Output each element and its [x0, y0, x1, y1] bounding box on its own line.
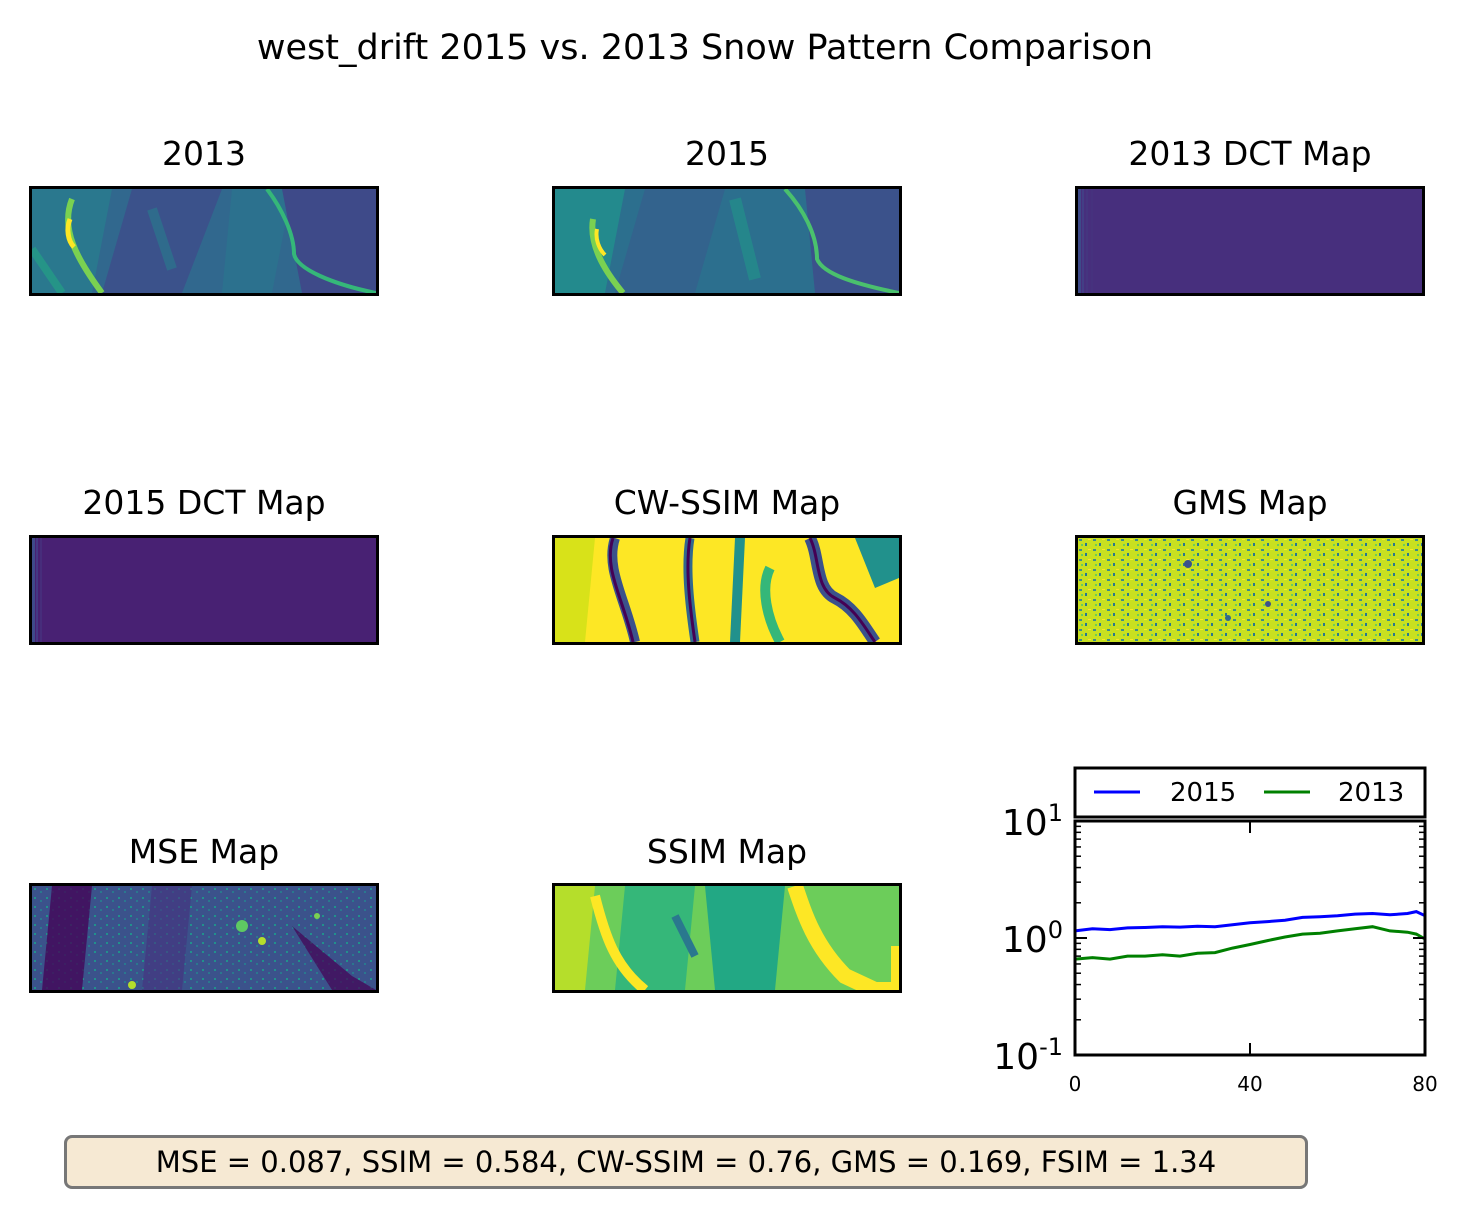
- image-dct-2015: [29, 535, 379, 645]
- y-tick-label: 101: [1002, 799, 1063, 844]
- image-ssim-map: [552, 883, 902, 993]
- panel-title-mse: MSE Map: [128, 832, 280, 871]
- image-mse-map: [29, 883, 379, 993]
- figure-title: west_drift 2015 vs. 2013 Snow Pattern Co…: [256, 28, 1154, 68]
- x-tick-label: 40: [1237, 1072, 1262, 1096]
- panel-title-dct2013: 2013 DCT Map: [1128, 134, 1372, 173]
- series-line-2013: [1074, 925, 1426, 961]
- x-tick-label: 80: [1412, 1072, 1437, 1096]
- image-2013: [29, 186, 379, 296]
- image-2015: [552, 186, 902, 296]
- panel-title-2015: 2015: [685, 134, 769, 173]
- panel-title-2013: 2013: [162, 134, 246, 173]
- y-tick-label: 10-1: [993, 1033, 1063, 1078]
- panel-title-dct2015: 2015 DCT Map: [82, 483, 326, 522]
- image-gms-map: [1075, 535, 1425, 645]
- panel-title-cwssim: CW-SSIM Map: [613, 483, 841, 522]
- metrics-summary-box: MSE = 0.087, SSIM = 0.584, CW-SSIM = 0.7…: [64, 1135, 1308, 1189]
- panel-title-ssim: SSIM Map: [646, 832, 808, 871]
- panel-title-gms: GMS Map: [1172, 483, 1328, 522]
- x-tick-label: 0: [1069, 1072, 1082, 1096]
- plot-frame: [1073, 819, 1427, 1057]
- y-tick-label: 100: [1002, 916, 1063, 961]
- image-cwssim-map: [552, 535, 902, 645]
- series-line-2015: [1074, 910, 1426, 933]
- chart-legend: 2015 2013: [1073, 766, 1427, 819]
- legend-label-2013: 2013: [1338, 778, 1404, 808]
- image-dct-2013: [1075, 186, 1425, 296]
- legend-label-2015: 2015: [1170, 778, 1236, 808]
